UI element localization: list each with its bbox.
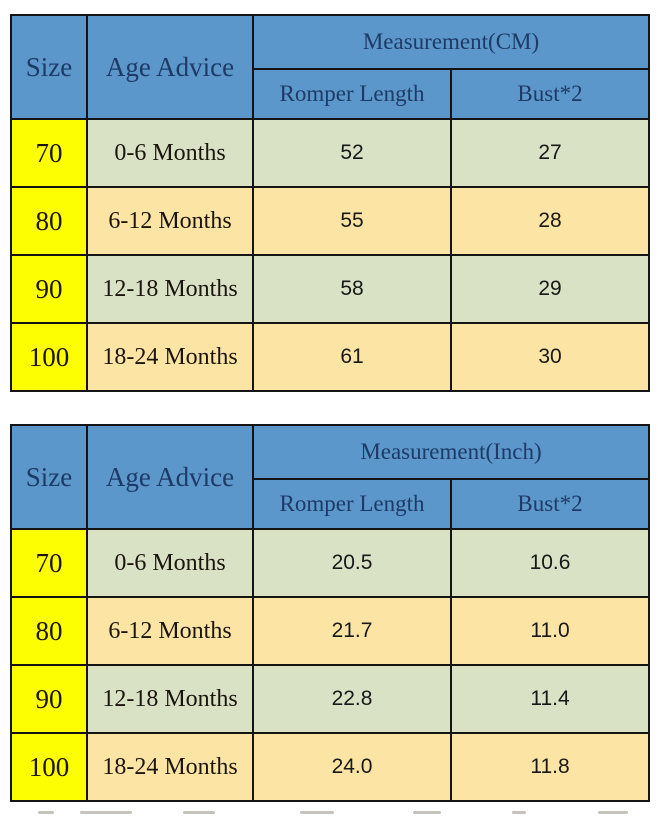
size-value: 100	[10, 732, 88, 802]
romper-length-value: 20.5	[252, 528, 452, 598]
bust-column-header: Bust*2	[449, 68, 651, 120]
bust-value: 28	[449, 186, 651, 256]
size-value: 90	[10, 664, 88, 734]
size-value: 100	[10, 322, 88, 392]
bust-value: 30	[449, 322, 651, 392]
table-header-row: Size Age Advice Measurement(Inch)	[10, 424, 650, 530]
age-advice-value: 6-12 Months	[86, 596, 254, 666]
age-advice-value: 6-12 Months	[86, 186, 254, 256]
size-value: 80	[10, 186, 88, 256]
romper-length-column-header: Romper Length	[252, 68, 452, 120]
size-column-header: Size	[10, 14, 88, 120]
romper-length-value: 22.8	[252, 664, 452, 734]
size-chart-table-inch: Size Age Advice Measurement(Inch) Romper…	[10, 424, 650, 802]
romper-length-value: 61	[252, 322, 452, 392]
romper-length-value: 24.0	[252, 732, 452, 802]
bust-value: 27	[449, 118, 651, 188]
bust-value: 11.0	[450, 596, 650, 666]
age-advice-column-header: Age Advice	[86, 424, 254, 530]
table-row: 70 0-6 Months 20.5 10.6	[10, 528, 650, 598]
romper-length-value: 58	[252, 254, 452, 324]
measurement-inch-header: Measurement(Inch)	[252, 424, 650, 480]
size-value: 90	[10, 254, 88, 324]
size-value: 70	[10, 528, 88, 598]
bust-value: 29	[449, 254, 651, 324]
size-column-header: Size	[10, 424, 88, 530]
bust-value: 10.6	[450, 528, 650, 598]
table-subheader-row: Romper Length Bust*2	[11, 68, 651, 120]
bust-value: 11.8	[450, 732, 650, 802]
size-chart-table-cm: Size Age Advice Measurement(CM) Romper L…	[10, 14, 651, 392]
age-advice-value: 12-18 Months	[86, 664, 254, 734]
table-row: 100 18-24 Months 24.0 11.8	[10, 732, 650, 802]
size-value: 80	[10, 596, 88, 666]
measurement-cm-header: Measurement(CM)	[251, 14, 651, 70]
table-subheader-row: Romper Length Bust*2	[11, 478, 650, 530]
romper-length-value: 55	[252, 186, 452, 256]
romper-length-value: 21.7	[252, 596, 452, 666]
table-header-row: Size Age Advice Measurement(CM)	[10, 14, 651, 120]
table-row: 90 12-18 Months 22.8 11.4	[10, 664, 650, 734]
table-row: 90 12-18 Months 58 29	[10, 254, 651, 324]
cropped-next-table-edge	[0, 811, 658, 815]
bust-column-header: Bust*2	[450, 478, 650, 530]
table-row: 70 0-6 Months 52 27	[10, 118, 651, 188]
size-value: 70	[10, 118, 88, 188]
age-advice-value: 0-6 Months	[86, 118, 254, 188]
age-advice-value: 12-18 Months	[86, 254, 254, 324]
age-advice-column-header: Age Advice	[86, 14, 254, 120]
romper-length-column-header: Romper Length	[252, 478, 452, 530]
age-advice-value: 0-6 Months	[86, 528, 254, 598]
table-row: 100 18-24 Months 61 30	[10, 322, 651, 392]
romper-length-value: 52	[252, 118, 452, 188]
age-advice-value: 18-24 Months	[86, 322, 254, 392]
age-advice-value: 18-24 Months	[86, 732, 254, 802]
bust-value: 11.4	[450, 664, 650, 734]
table-row: 80 6-12 Months 55 28	[10, 186, 651, 256]
table-row: 80 6-12 Months 21.7 11.0	[10, 596, 650, 666]
